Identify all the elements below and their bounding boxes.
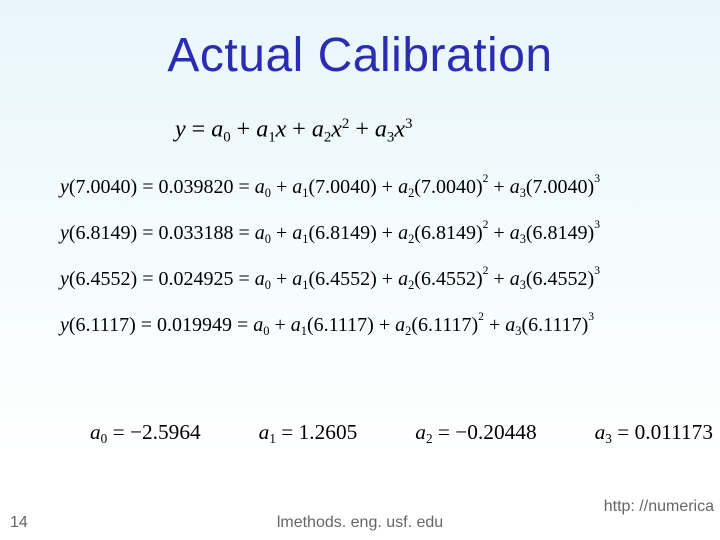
op-plus-2: + bbox=[286, 117, 312, 143]
sup-3: 3 bbox=[405, 116, 412, 132]
equation-row: y(6.1117) = 0.019949 = a0 + a1(6.1117) +… bbox=[60, 310, 600, 339]
var-x3: x bbox=[394, 117, 405, 143]
coefficient: a1 = 1.2605 bbox=[259, 420, 358, 447]
coef-a3: a bbox=[375, 117, 387, 143]
op-plus-1: + bbox=[231, 117, 257, 143]
slide: Actual Calibration y = a0 + a1x + a2x2 +… bbox=[0, 0, 720, 540]
coefficient: a2 = −0.20448 bbox=[415, 420, 536, 447]
coef-a2: a bbox=[312, 117, 324, 143]
equation-block: y(7.0040) = 0.039820 = a0 + a1(7.0040) +… bbox=[60, 172, 600, 356]
equation-general: y = a0 + a1x + a2x2 + a3x3 bbox=[175, 116, 412, 146]
equation-row: y(6.8149) = 0.033188 = a0 + a1(6.8149) +… bbox=[60, 218, 600, 247]
footer-right-text: http: //numerica bbox=[604, 498, 714, 516]
footer-center-text: lmethods. eng. usf. edu bbox=[0, 514, 720, 532]
coef-a0: a bbox=[211, 117, 223, 143]
coefficient: a3 = 0.011173 bbox=[595, 420, 713, 447]
page-title: Actual Calibration bbox=[0, 28, 720, 83]
var-x2: x bbox=[331, 117, 342, 143]
coefficients-row: a0 = −2.5964 a1 = 1.2605 a2 = −0.20448 a3 =… bbox=[90, 420, 713, 447]
var-x1: x bbox=[276, 117, 287, 143]
sub-0: 0 bbox=[223, 129, 230, 145]
op-eq: = bbox=[186, 117, 212, 143]
coefficient: a0 = −2.5964 bbox=[90, 420, 201, 447]
equation-row: y(6.4552) = 0.024925 = a0 + a1(6.4552) +… bbox=[60, 264, 600, 293]
op-plus-3: + bbox=[349, 117, 375, 143]
equation-row: y(7.0040) = 0.039820 = a0 + a1(7.0040) +… bbox=[60, 172, 600, 201]
coef-a1: a bbox=[256, 117, 268, 143]
var-y: y bbox=[175, 117, 186, 143]
sub-1: 1 bbox=[268, 129, 275, 145]
